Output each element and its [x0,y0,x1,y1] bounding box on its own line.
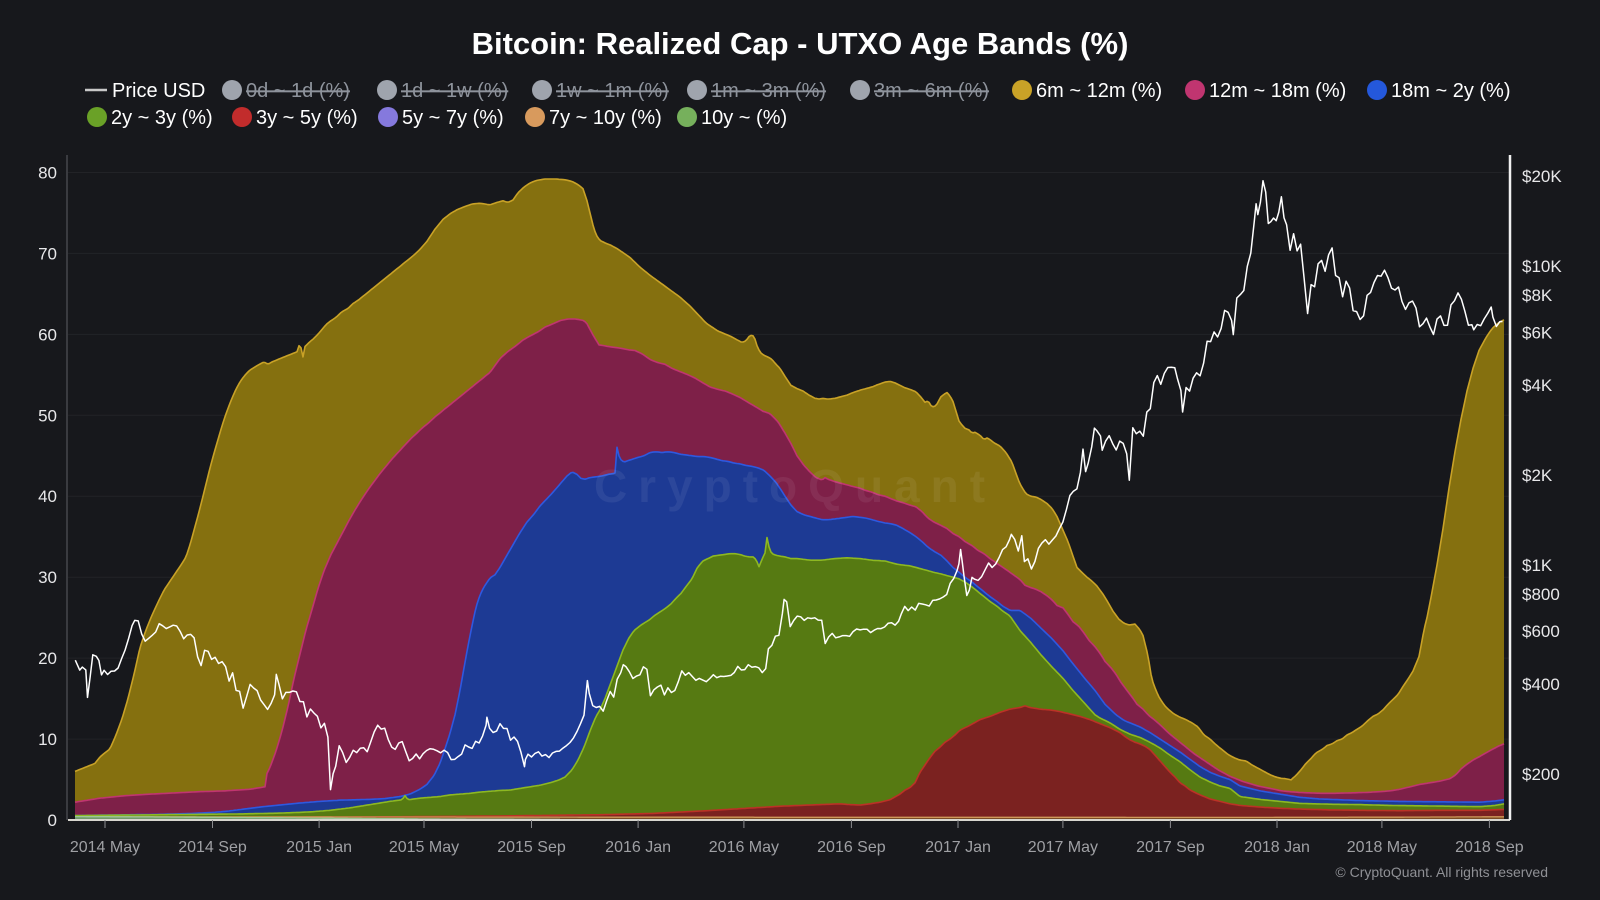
svg-text:2016 Sep: 2016 Sep [817,839,886,856]
svg-text:$20K: $20K [1522,167,1562,186]
svg-text:0d ~ 1d (%): 0d ~ 1d (%) [246,80,350,102]
svg-text:2017 May: 2017 May [1028,839,1098,856]
svg-text:$8K: $8K [1522,286,1553,305]
svg-text:2018 May: 2018 May [1347,839,1417,856]
svg-text:2018 Jan: 2018 Jan [1244,839,1310,856]
svg-text:2015 Sep: 2015 Sep [497,839,566,856]
svg-text:2014 May: 2014 May [70,839,140,856]
svg-text:6m ~ 12m (%): 6m ~ 12m (%) [1036,80,1162,102]
svg-text:30: 30 [38,568,57,587]
svg-text:3m ~ 6m (%): 3m ~ 6m (%) [874,80,989,102]
svg-text:2017 Jan: 2017 Jan [925,839,991,856]
svg-text:1w ~ 1m (%): 1w ~ 1m (%) [556,80,669,102]
svg-text:2014 Sep: 2014 Sep [178,839,247,856]
svg-text:10y ~ (%): 10y ~ (%) [701,107,787,129]
svg-text:5y ~ 7y (%): 5y ~ 7y (%) [402,107,504,129]
svg-text:2016 May: 2016 May [709,839,779,856]
svg-text:2016 Jan: 2016 Jan [605,839,671,856]
svg-text:2017 Sep: 2017 Sep [1136,839,1205,856]
svg-text:$800: $800 [1522,585,1560,604]
svg-text:$10K: $10K [1522,257,1562,276]
svg-text:7y ~ 10y (%): 7y ~ 10y (%) [549,107,662,129]
svg-text:$200: $200 [1522,765,1560,784]
svg-text:18m ~ 2y (%): 18m ~ 2y (%) [1391,80,1510,102]
svg-text:© CryptoQuant. All rights rese: © CryptoQuant. All rights reserved [1335,864,1548,880]
svg-text:80: 80 [38,164,57,183]
svg-text:2015 Jan: 2015 Jan [286,839,352,856]
svg-text:50: 50 [38,406,57,425]
svg-text:60: 60 [38,325,57,344]
svg-text:12m ~ 18m (%): 12m ~ 18m (%) [1209,80,1346,102]
svg-text:2018 Sep: 2018 Sep [1455,839,1524,856]
svg-text:Bitcoin: Realized Cap - UTXO A: Bitcoin: Realized Cap - UTXO Age Bands (… [472,26,1129,61]
svg-text:CryptoQuant: CryptoQuant [594,460,996,512]
svg-text:20: 20 [38,649,57,668]
svg-text:70: 70 [38,244,57,263]
svg-text:0: 0 [48,811,57,830]
svg-text:Price USD: Price USD [112,80,205,102]
svg-text:$2K: $2K [1522,466,1553,485]
svg-text:10: 10 [38,730,57,749]
svg-text:$6K: $6K [1522,323,1553,342]
svg-text:$400: $400 [1522,675,1560,694]
svg-text:2y ~ 3y (%): 2y ~ 3y (%) [111,107,213,129]
svg-text:1m ~ 3m (%): 1m ~ 3m (%) [711,80,826,102]
svg-text:$1K: $1K [1522,556,1553,575]
svg-text:3y ~ 5y (%): 3y ~ 5y (%) [256,107,358,129]
svg-text:1d ~ 1w (%): 1d ~ 1w (%) [401,80,508,102]
svg-text:2015 May: 2015 May [389,839,459,856]
svg-text:40: 40 [38,487,57,506]
svg-text:$4K: $4K [1522,376,1553,395]
svg-text:$600: $600 [1522,622,1560,641]
